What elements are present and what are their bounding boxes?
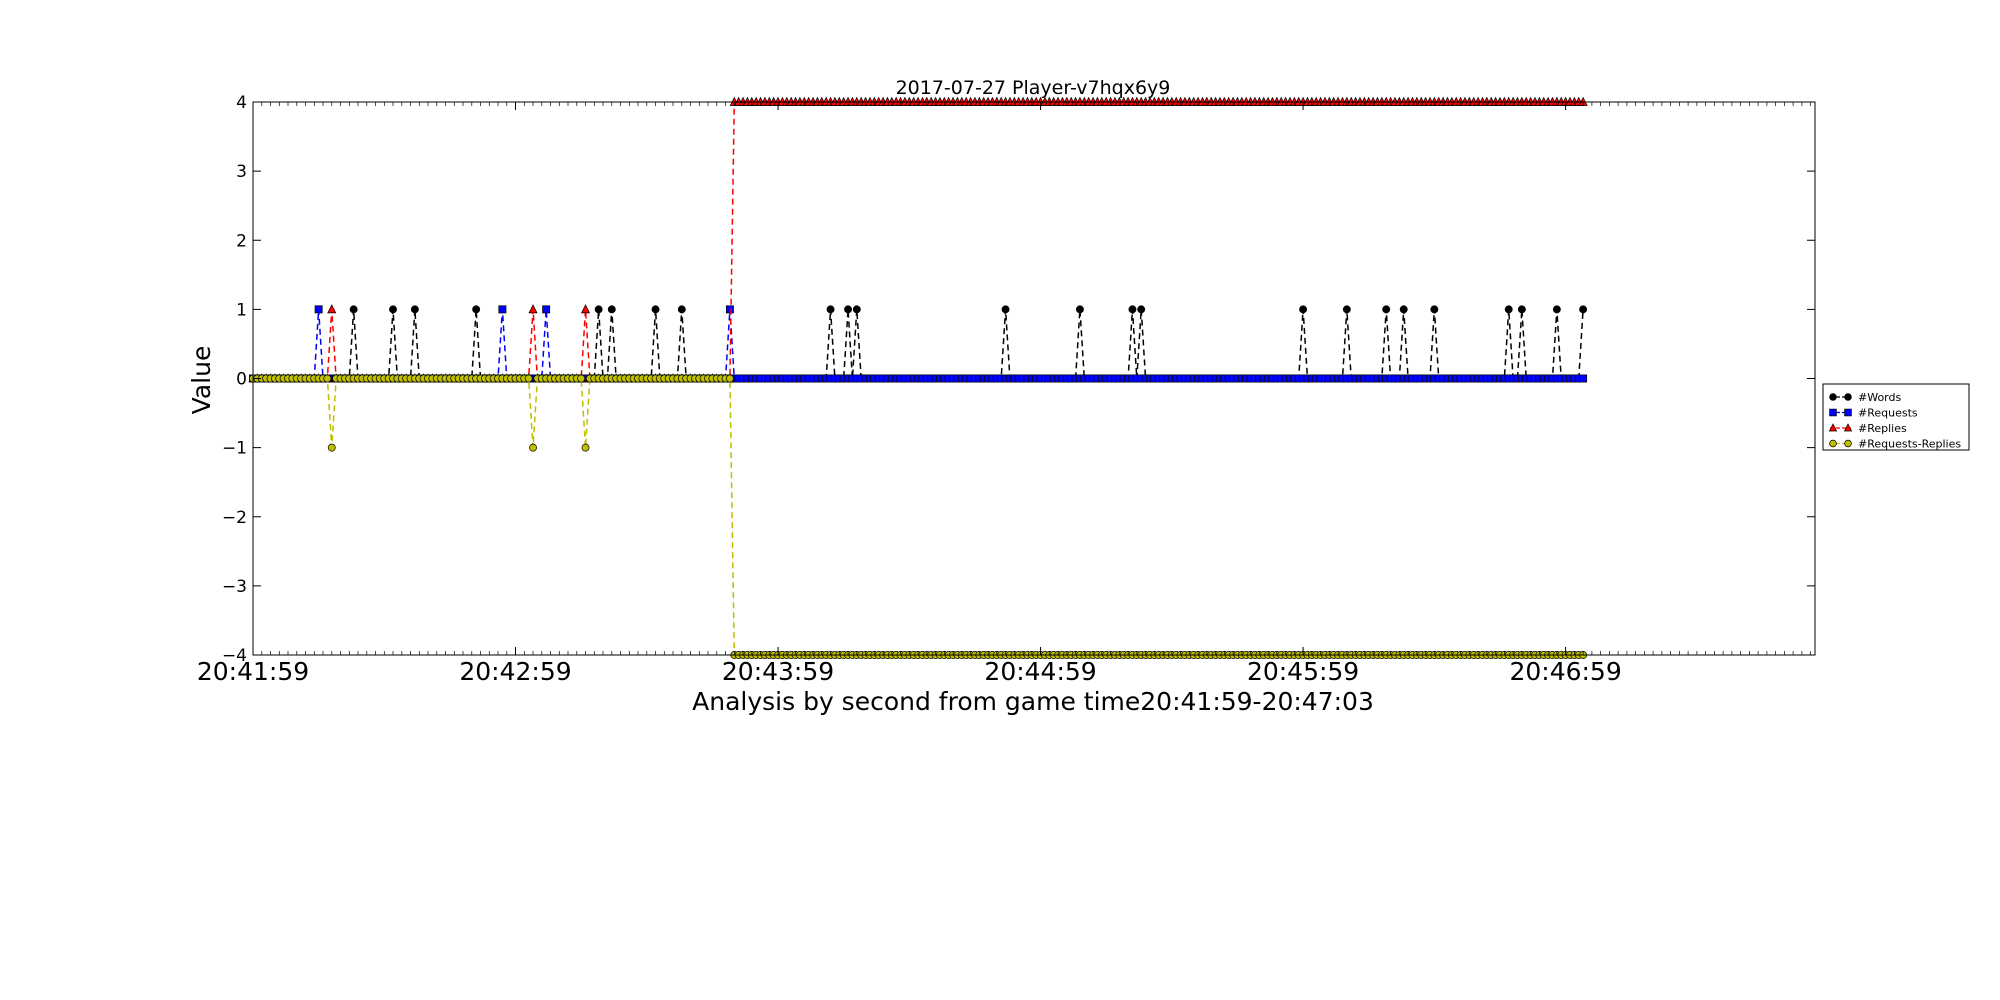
- x-tick-label: 20:42:59: [459, 657, 571, 686]
- y-tick-label: −2: [222, 508, 247, 528]
- chart-title: 2017-07-27 Player-v7hqx6y9: [896, 77, 1171, 99]
- series--requests-replies: [249, 374, 1588, 659]
- legend-item: #Words: [1829, 391, 1901, 404]
- data-point: [1579, 305, 1588, 314]
- y-tick-label: 2: [236, 231, 247, 251]
- legend-marker: [1843, 423, 1853, 432]
- data-point: [349, 305, 358, 314]
- x-tick-label: 20:46:59: [1509, 657, 1621, 686]
- legend-marker: [1844, 408, 1852, 417]
- data-point: [498, 305, 507, 314]
- legend-marker: [1844, 393, 1852, 401]
- data-point: [528, 304, 538, 314]
- y-tick-label: 1: [236, 300, 247, 320]
- data-point: [594, 305, 603, 314]
- legend: #Words #Requests #Replies #Requests-Replies: [1822, 383, 1970, 451]
- data-point: [1137, 305, 1146, 314]
- data-point: [529, 443, 537, 452]
- data-point: [826, 305, 835, 314]
- data-point: [651, 305, 660, 314]
- data-point: [323, 374, 332, 383]
- data-point: [524, 374, 533, 383]
- data-point: [852, 305, 861, 314]
- data-point: [327, 304, 337, 314]
- data-point: [472, 305, 481, 314]
- y-tick-label: 0: [236, 370, 247, 390]
- y-tick-label: 3: [236, 162, 247, 182]
- y-tick-label: −3: [222, 577, 247, 597]
- data-point: [1579, 374, 1588, 383]
- data-point: [1342, 305, 1351, 314]
- data-point: [1517, 305, 1526, 314]
- legend-item: #Requests: [1829, 407, 1918, 420]
- data-point: [389, 305, 397, 314]
- data-point: [1430, 305, 1439, 314]
- x-axis-label: Analysis by second from game time20:41:5…: [692, 687, 1374, 716]
- y-axis-label: Value: [187, 346, 216, 415]
- legend-marker: [1829, 393, 1837, 401]
- legend-item: #Replies: [1828, 422, 1907, 435]
- legend-label: #Replies: [1858, 422, 1907, 435]
- legend-label: #Words: [1858, 391, 1901, 404]
- y-tick-label: 4: [236, 93, 247, 113]
- y-axis: 4 3 2 1 0 −1 −2 −3 −4: [222, 93, 1815, 666]
- data-point: [1001, 305, 1010, 314]
- data-point: [1382, 305, 1391, 314]
- data-point: [581, 443, 590, 452]
- data-point: [1075, 305, 1084, 314]
- data-point: [1504, 305, 1513, 314]
- data-point: [607, 305, 616, 314]
- legend-label: #Requests: [1858, 407, 1918, 420]
- legend-marker: [1829, 408, 1837, 417]
- data-point: [410, 305, 419, 314]
- x-axis: 20:41:59 20:42:59 20:43:59 20:44:59 20:45:59…: [197, 102, 1622, 686]
- data-point: [542, 305, 551, 314]
- legend-item: #Requests-Replies: [1829, 438, 1961, 451]
- legend-marker: [1829, 439, 1837, 448]
- data-point: [1299, 305, 1308, 314]
- x-tick-label: 20:41:59: [197, 657, 309, 686]
- data-point: [1552, 305, 1561, 314]
- y-tick-label: −4: [222, 646, 247, 666]
- data-point: [314, 305, 323, 314]
- x-tick-label: 20:44:59: [984, 657, 1096, 686]
- data-point: [677, 305, 686, 314]
- x-tick-label: 20:45:59: [1247, 657, 1359, 686]
- data-point: [725, 374, 734, 383]
- data-point: [844, 305, 852, 314]
- x-tick-label: 20:43:59: [722, 657, 834, 686]
- legend-marker: [1844, 439, 1852, 448]
- legend-items: #Words #Requests #Replies #Requests-Replies: [1828, 391, 1961, 451]
- legend-marker: [1828, 423, 1838, 432]
- plot-area: [248, 96, 1816, 659]
- legend-label: #Requests-Replies: [1858, 438, 1961, 451]
- data-point: [1399, 305, 1408, 314]
- data-point: [725, 305, 734, 314]
- data-point: [580, 304, 591, 314]
- data-point: [577, 374, 586, 383]
- y-tick-label: −1: [222, 439, 247, 459]
- data-point: [1128, 305, 1137, 314]
- data-point: [327, 443, 336, 452]
